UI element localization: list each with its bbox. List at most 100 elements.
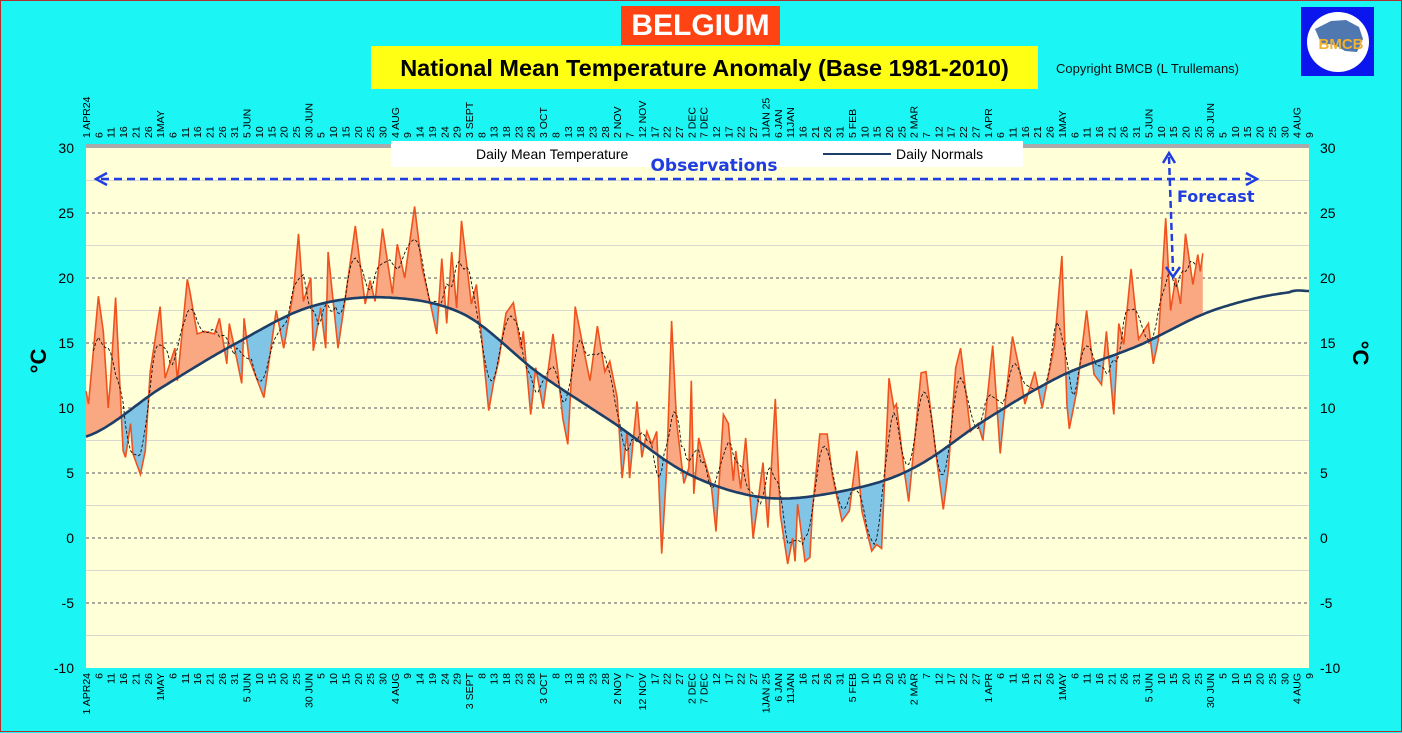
y-axis-label-left: °C (26, 349, 51, 374)
x-tick-label-bottom: 25 (1193, 673, 1205, 685)
x-tick-label-bottom: 17 (723, 673, 735, 685)
x-tick-label-bottom: 17 (649, 673, 661, 685)
x-tick-label-bottom: 27 (748, 673, 760, 685)
x-tick-label-top: 5 (316, 132, 328, 138)
x-tick-label-top: 6 (167, 132, 179, 138)
x-tick-label-top: 2 NOV (612, 106, 624, 138)
x-tick-label-top: 1 APR (983, 108, 995, 138)
legend-label-daily-normals: Daily Normals (896, 146, 983, 162)
x-tick-label-top: 5 (1218, 132, 1230, 138)
anomaly-fills (86, 206, 1203, 564)
x-tick-label-top: 26 (822, 126, 834, 138)
x-tick-label-top: 8 (550, 132, 562, 138)
arrowhead-right-icon (1245, 171, 1260, 187)
x-tick-label-top: 9 (1304, 132, 1316, 138)
x-tick-label-bottom: 1MAY (155, 673, 167, 701)
y-tick-label-right: 30 (1320, 140, 1336, 156)
x-tick-label-bottom: 6 (93, 673, 105, 679)
x-tick-label-bottom: 19 (427, 673, 439, 685)
y-tick-label-left: 5 (66, 465, 74, 481)
x-tick-label-bottom: 21 (810, 673, 822, 685)
x-tick-label-bottom: 10 (328, 673, 340, 685)
x-axis-bottom: 1 APR24 6 11 16 21 26 1MAY 6 11 16 21 26 31 5 JUN 10 15… (81, 672, 1316, 714)
x-tick-label-bottom: 29 (452, 673, 464, 685)
x-tick-label-bottom: 12 (933, 673, 945, 685)
x-tick-label-top: 27 (748, 126, 760, 138)
x-tick-label-top: 12 (711, 126, 723, 138)
legend: Daily Mean Temperature Daily Normals (391, 141, 1023, 167)
x-tick-label-top: 22 (662, 126, 674, 138)
x-tick-label-top: 1JAN 25 (760, 98, 772, 138)
x-tick-label-top: 11 (180, 127, 192, 138)
x-tick-label-top: 22 (736, 126, 748, 138)
x-tick-label-bottom: 14 (415, 673, 427, 685)
x-tick-label-top: 10 (328, 126, 340, 138)
x-tick-label-top: 16 (1094, 126, 1106, 138)
x-tick-label-bottom: 23 (587, 673, 599, 685)
x-tick-label-bottom: 6 (167, 673, 179, 679)
x-tick-label-top: 7 (625, 132, 637, 138)
x-tick-label-bottom: 24 (439, 673, 451, 685)
x-tick-label-bottom: 18 (575, 673, 587, 685)
x-tick-label-top: 16 (1020, 126, 1032, 138)
x-tick-label-top: 30 (1279, 126, 1291, 138)
forecast-arrow (1167, 156, 1175, 272)
y-tick-label-left: 10 (58, 400, 74, 416)
x-tick-label-bottom: 26 (822, 673, 834, 685)
x-tick-label-bottom: 8 (476, 673, 488, 679)
legend-label-daily-mean: Daily Mean Temperature (476, 146, 628, 162)
x-tick-label-bottom: 1 APR (983, 673, 995, 703)
country-label: BELGIUM (621, 6, 780, 45)
x-tick-label-bottom: 2 DEC (686, 673, 698, 704)
x-tick-label-top: 21 (810, 126, 822, 138)
x-tick-label-top: 8 (476, 132, 488, 138)
x-tick-label-bottom: 12 NOV (637, 673, 649, 710)
copyright-text: Copyright BMCB (L Trullemans) (1056, 61, 1240, 76)
x-tick-label-bottom: 30 (377, 673, 389, 685)
x-tick-label-top: 5 JUN (1143, 109, 1155, 138)
y-tick-label-right: 25 (1320, 205, 1336, 221)
x-tick-label-top: 4 AUG (1292, 107, 1304, 138)
x-tick-label-bottom: 4 AUG (1292, 673, 1304, 704)
x-tick-label-top: 26 (1119, 126, 1131, 138)
x-tick-label-bottom: 20 (1255, 673, 1267, 685)
x-tick-label-bottom: 6 (1069, 673, 1081, 679)
forecast-annotation: Forecast (1161, 150, 1255, 280)
y-axis-right: 30 25 20 15 10 5 0 -5 -10 (1320, 140, 1340, 676)
x-tick-label-top: 25 (365, 126, 377, 138)
x-tick-label-bottom: 25 (1267, 673, 1279, 685)
x-tick-label-bottom: 25 (291, 673, 303, 685)
x-tick-label-bottom: 16 (1094, 673, 1106, 685)
bmcb-logo-icon: BMCB (1307, 12, 1369, 72)
daily-mean-line (85, 206, 1204, 565)
x-tick-label-top: 27 (674, 126, 686, 138)
x-tick-label-top: 31 (835, 126, 847, 138)
x-tick-label-top: 18 (575, 126, 587, 138)
x-tick-label-bottom: 22 (662, 673, 674, 685)
gridlines (86, 180, 1309, 636)
x-tick-label-bottom: 11 (1082, 673, 1094, 684)
x-tick-label-top: 15 (266, 126, 278, 138)
x-tick-label-bottom: 26 (1119, 673, 1131, 685)
chart-title: National Mean Temperature Anomaly (Base … (371, 46, 1038, 89)
y-tick-label-left: 15 (58, 335, 74, 351)
x-tick-label-top: 26 (143, 126, 155, 138)
x-tick-label-top: 2 DEC (686, 107, 698, 138)
x-tick-label-top: 19 (427, 126, 439, 138)
series-lines (85, 206, 1309, 565)
x-tick-label-top: 10 (1230, 126, 1242, 138)
x-tick-label-top: 15 (1168, 126, 1180, 138)
x-tick-label-top: 11 (106, 127, 118, 138)
x-tick-label-top: 6 JAN (773, 109, 785, 138)
x-tick-label-bottom: 4 AUG (390, 673, 402, 704)
x-tick-label-top: 9 (402, 132, 414, 138)
x-tick-label-top: 22 (958, 126, 970, 138)
x-tick-label-top: 1MAY (155, 110, 167, 138)
y-tick-label-right: 15 (1320, 335, 1336, 351)
x-tick-label-bottom: 16 (192, 673, 204, 685)
x-tick-label-top: 31 (229, 126, 241, 138)
y-tick-label-right: -10 (1320, 660, 1340, 676)
x-tick-label-top: 24 (439, 126, 451, 138)
plot-area (86, 148, 1309, 668)
